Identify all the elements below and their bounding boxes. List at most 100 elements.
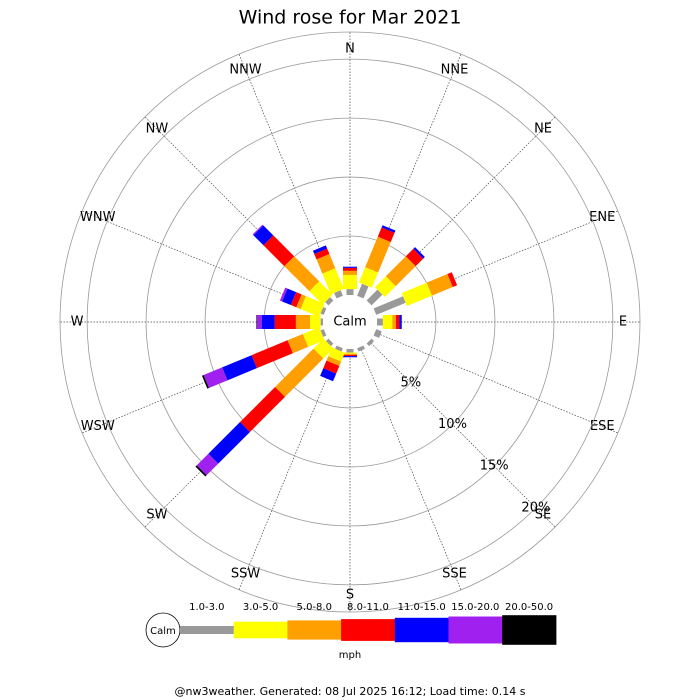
direction-label: WNW bbox=[80, 210, 116, 225]
calm-circle bbox=[326, 298, 374, 346]
direction-label: NNE bbox=[441, 62, 469, 77]
ring-label: 15% bbox=[480, 459, 509, 474]
wind-bar-segment bbox=[385, 256, 416, 287]
direction-label: NW bbox=[146, 121, 169, 136]
wind-bar-segment bbox=[343, 266, 357, 268]
ring-label: 5% bbox=[400, 375, 421, 390]
spoke bbox=[360, 346, 462, 591]
wind-bar-segment bbox=[373, 296, 406, 315]
wind-bar-segment bbox=[284, 256, 320, 292]
grid-ring bbox=[145, 117, 555, 527]
spoke bbox=[238, 53, 340, 298]
direction-label: SW bbox=[146, 508, 167, 523]
wind-bar-segment bbox=[377, 227, 395, 242]
wind-bar-segment bbox=[346, 289, 354, 295]
wind-bar-segment bbox=[343, 270, 357, 275]
legend-label: 8.0-11.0 bbox=[347, 602, 389, 613]
wind-bar-segment bbox=[195, 465, 207, 477]
wind-bar-segment bbox=[290, 292, 302, 308]
wind-bar-segment bbox=[312, 245, 328, 254]
wind-bar-segment bbox=[405, 248, 424, 267]
wind-bar-segment bbox=[274, 315, 296, 329]
direction-label: N bbox=[345, 42, 355, 57]
wind-bar-segment bbox=[343, 356, 357, 358]
legend-swatch bbox=[448, 616, 503, 644]
wind-bar-segment bbox=[323, 360, 340, 374]
wind-bar-segment bbox=[222, 355, 257, 381]
legend-swatch bbox=[287, 620, 342, 640]
wind-bar-segment bbox=[335, 345, 343, 352]
wind-bar-segment bbox=[314, 248, 330, 260]
wind-bar-segment bbox=[401, 282, 433, 306]
calm-label: Calm bbox=[333, 315, 366, 330]
wind-bar-segment bbox=[208, 422, 250, 464]
legend-swatch bbox=[502, 615, 557, 645]
wind-bar-segment bbox=[381, 225, 396, 233]
spoke bbox=[368, 116, 556, 304]
wind-bar-segment bbox=[447, 272, 458, 287]
ring-label: 10% bbox=[438, 417, 467, 432]
legend-label: 11.0-15.0 bbox=[398, 602, 446, 613]
wind-bar-segment bbox=[316, 254, 336, 274]
spoke bbox=[374, 332, 619, 434]
wind-bar-segment bbox=[426, 274, 453, 296]
wind-bar-segment bbox=[399, 315, 402, 329]
wind-bar-segment bbox=[366, 338, 375, 347]
direction-label: W bbox=[71, 315, 84, 330]
wind-bar-segment bbox=[366, 289, 383, 306]
outer-ring bbox=[59, 31, 641, 613]
wind-bar-segment bbox=[328, 347, 345, 362]
direction-label: NE bbox=[534, 121, 552, 136]
spoke bbox=[368, 340, 556, 528]
wind-bar-segment bbox=[320, 318, 323, 326]
wind-bar-segment bbox=[252, 224, 264, 236]
wind-bar-segment bbox=[343, 353, 357, 355]
wind-bar-segment bbox=[334, 290, 343, 299]
legend-label: 3.0-5.0 bbox=[243, 602, 278, 613]
legend-calm-label: Calm bbox=[150, 626, 176, 637]
direction-label: E bbox=[619, 315, 627, 330]
legend-label: 20.0-50.0 bbox=[505, 602, 553, 613]
wind-bar-segment bbox=[395, 315, 400, 329]
wind-bar-segment bbox=[357, 283, 369, 299]
wind-bar-segment bbox=[203, 367, 228, 388]
direction-label: SSW bbox=[231, 567, 261, 582]
wind-bar-segment bbox=[256, 315, 262, 329]
legend-label: 5.0-8.0 bbox=[297, 602, 332, 613]
spoke bbox=[144, 116, 332, 304]
wind-bar-segment bbox=[279, 287, 288, 302]
wind-bar-segment bbox=[275, 348, 324, 397]
direction-label: SE bbox=[535, 508, 551, 523]
wind-bar-segment bbox=[263, 235, 295, 267]
wind-bar-segment bbox=[253, 225, 274, 246]
legend-label: 15.0-20.0 bbox=[451, 602, 499, 613]
wind-bar-segment bbox=[240, 387, 285, 432]
grid-ring bbox=[204, 176, 496, 468]
wind-bar-segment bbox=[282, 288, 297, 306]
wind-bar-segment bbox=[382, 315, 393, 329]
legend-swatch bbox=[180, 626, 235, 634]
wind-bar-segment bbox=[377, 318, 383, 326]
spoke bbox=[144, 340, 332, 528]
wind-bar-segment bbox=[296, 294, 306, 310]
wind-bar-segment bbox=[196, 453, 219, 476]
wind-bar-segment bbox=[346, 349, 354, 353]
spoke bbox=[374, 210, 619, 312]
wind-bar-segment bbox=[343, 274, 357, 290]
wind-bar-segment bbox=[320, 329, 327, 337]
chart-title: Wind rose for Mar 2021 bbox=[239, 7, 462, 29]
direction-label: ESE bbox=[590, 419, 615, 434]
spoke bbox=[81, 210, 326, 312]
wind-bar-segment bbox=[313, 338, 334, 359]
wind-bar-segment bbox=[343, 267, 357, 271]
wind-bar-segment bbox=[320, 307, 327, 315]
wind-bar-segment bbox=[295, 315, 311, 329]
spoke bbox=[81, 332, 326, 434]
grid-ring bbox=[86, 58, 614, 586]
direction-label: S bbox=[346, 588, 354, 603]
wind-bar-segment bbox=[310, 315, 321, 329]
wind-bar-segment bbox=[365, 236, 391, 273]
wind-bar-segment bbox=[326, 356, 342, 366]
wind-bar-segment bbox=[413, 247, 425, 259]
